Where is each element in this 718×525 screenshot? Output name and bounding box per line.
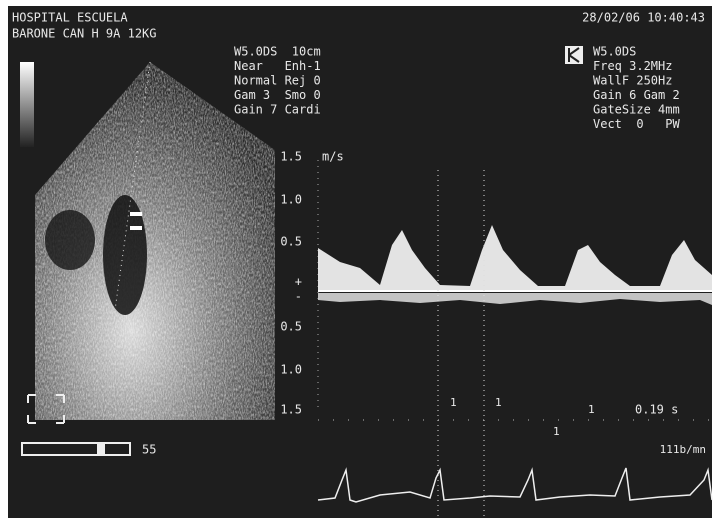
- measurement: 0.19 s: [635, 403, 678, 417]
- scale-label: 1.5: [280, 403, 302, 417]
- doppler-setting: GateSize 4mm: [593, 103, 680, 117]
- marker: 1: [450, 396, 457, 409]
- heart-rate: 111b/mn: [660, 443, 706, 456]
- depth-slider: [97, 444, 105, 454]
- logo: [565, 46, 583, 64]
- scale-label: 1.0: [280, 193, 302, 207]
- scale-label: +: [295, 275, 302, 289]
- scale-label: 0.5: [280, 235, 302, 249]
- scale-label: 1.5: [280, 150, 302, 164]
- depth-value: 55: [142, 443, 156, 457]
- velocity-unit: m/s: [322, 150, 344, 164]
- datetime: 28/02/06 10:40:43: [582, 11, 705, 25]
- doppler-setting: Freq 3.2MHz: [593, 59, 672, 73]
- scale-label: 1.0: [280, 363, 302, 377]
- imaging-setting: Normal Rej 0: [234, 74, 321, 88]
- marker: 1: [553, 425, 560, 438]
- gate: [130, 212, 142, 216]
- doppler-setting: Gain 6 Gam 2: [593, 88, 680, 102]
- marker: 1: [588, 403, 595, 416]
- chamber: [45, 210, 95, 270]
- scale-label: -: [295, 290, 302, 304]
- gray-scale-bar: [20, 62, 34, 147]
- scale-label: 0.5: [280, 320, 302, 334]
- doppler-setting: Vect 0 PW: [593, 117, 680, 131]
- marker: 1: [495, 396, 502, 409]
- imaging-setting: Gain 7 Cardi: [234, 103, 321, 117]
- gate: [130, 226, 142, 230]
- institution: HOSPITAL ESCUELA: [12, 11, 128, 25]
- imaging-setting: Gam 3 Smo 0: [234, 88, 321, 102]
- doppler-setting: W5.0DS: [593, 45, 636, 59]
- patient: BARONE CAN H 9A 12KG: [12, 27, 157, 41]
- imaging-setting: W5.0DS 10cm: [234, 45, 321, 59]
- imaging-setting: Near Enh-1: [234, 59, 321, 73]
- doppler-setting: WallF 250Hz: [593, 74, 672, 88]
- ultrasound-screen: HOSPITAL ESCUELA BARONE CAN H 9A 12KG 28…: [0, 0, 718, 525]
